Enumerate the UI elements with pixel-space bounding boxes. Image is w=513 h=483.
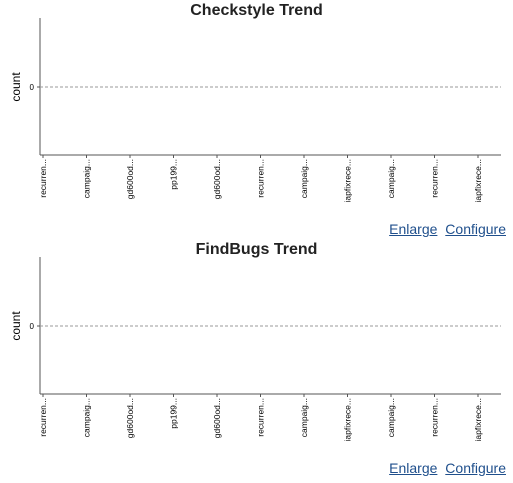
x-tick-label: campaig... — [386, 159, 396, 198]
x-tick-label: recurren... — [256, 398, 266, 437]
x-tick-label: pp199... — [169, 398, 179, 429]
x-tick-label: iapfixrece... — [473, 159, 483, 202]
x-tick-label: campaig... — [299, 398, 309, 437]
y-tick-label: 0 — [30, 83, 35, 92]
chart-links: Enlarge Configure — [385, 460, 506, 476]
chart-title: Checkstyle Trend — [190, 2, 323, 19]
findbugs-trend-panel: FindBugs Trend 0 count recurren... campaig.… — [0, 239, 513, 479]
findbugs-trend-chart: 0 count recurren... campaig... gd600od... pp1… — [9, 257, 501, 441]
x-tick-label: iapfixrece... — [343, 159, 353, 202]
x-tick-label: gd600od... — [125, 398, 135, 438]
x-tick-label: recurren... — [430, 159, 440, 198]
x-tick-label: campaig... — [299, 159, 309, 198]
x-tick-label: recurren... — [38, 398, 48, 437]
x-tick-label: gd600od... — [212, 159, 222, 199]
enlarge-link[interactable]: Enlarge — [389, 221, 438, 237]
x-tick-label: recurren... — [430, 398, 440, 437]
y-axis-label: count — [9, 311, 23, 341]
y-tick-label: 0 — [30, 322, 35, 331]
checkstyle-trend-panel: Checkstyle Trend 0 count recurren... campai… — [0, 0, 513, 240]
configure-link[interactable]: Configure — [445, 460, 506, 476]
configure-link[interactable]: Configure — [445, 221, 506, 237]
x-tick-label: campaig... — [82, 159, 92, 198]
checkstyle-trend-chart: 0 count recurren... campaig... gd600od... pp1… — [9, 18, 501, 202]
y-axis-label: count — [9, 72, 23, 102]
chart-links: Enlarge Configure — [385, 221, 506, 237]
x-tick-label: campaig... — [386, 398, 396, 437]
x-tick-label: iapfixrece... — [473, 398, 483, 441]
x-tick-label: iapfixrece... — [343, 398, 353, 441]
x-tick-label: gd600od... — [212, 398, 222, 438]
x-tick-label: pp199... — [169, 159, 179, 190]
x-tick-label: recurren... — [256, 159, 266, 198]
chart-title: FindBugs Trend — [195, 241, 318, 258]
x-tick-label: gd600od... — [125, 159, 135, 199]
enlarge-link[interactable]: Enlarge — [389, 460, 438, 476]
x-tick-label: recurren... — [38, 159, 48, 198]
x-tick-label: campaig... — [82, 398, 92, 437]
